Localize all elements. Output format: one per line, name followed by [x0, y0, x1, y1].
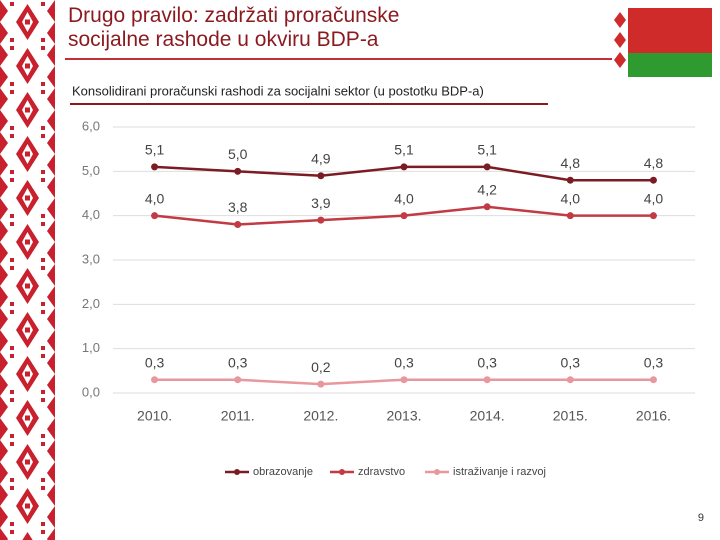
data-label: 0,2 — [311, 359, 331, 375]
data-point — [566, 212, 574, 220]
y-tick-label: 5,0 — [82, 163, 100, 178]
data-point — [566, 176, 574, 184]
data-point — [400, 376, 408, 384]
x-tick-label: 2015. — [553, 408, 588, 424]
data-label: 5,1 — [145, 142, 165, 158]
x-tick-label: 2010. — [137, 408, 172, 424]
data-label: 3,8 — [228, 199, 248, 215]
data-label: 4,0 — [394, 190, 414, 206]
x-tick-label: 2012. — [303, 408, 338, 424]
data-point — [649, 212, 657, 220]
legend-marker — [339, 469, 345, 475]
data-label: 4,0 — [145, 190, 165, 206]
data-label: 4,8 — [644, 155, 664, 171]
ornament-border — [0, 0, 55, 540]
data-point — [483, 203, 491, 211]
data-point — [566, 376, 574, 384]
page-number: 9 — [698, 512, 704, 524]
data-label: 4,9 — [311, 150, 331, 166]
legend-label: zdravstvo — [358, 466, 405, 478]
y-tick-label: 4,0 — [82, 207, 100, 222]
chart-title: Konsolidirani proračunski rashodi za soc… — [72, 83, 484, 98]
data-label: 5,1 — [394, 142, 414, 158]
data-point — [483, 163, 491, 171]
data-point — [400, 212, 408, 220]
data-point — [400, 163, 408, 171]
x-tick-label: 2014. — [470, 408, 505, 424]
data-point — [151, 163, 159, 171]
data-label: 4,8 — [561, 155, 581, 171]
data-point — [234, 221, 242, 229]
y-tick-label: 6,0 — [82, 118, 100, 133]
x-tick-label: 2011. — [221, 408, 255, 424]
data-point — [151, 376, 159, 384]
data-point — [317, 216, 325, 224]
data-label: 4,2 — [477, 182, 497, 198]
flag — [612, 8, 712, 77]
data-point — [483, 376, 491, 384]
slide-title: Drugo pravilo: zadržati proračunske socij… — [68, 4, 400, 51]
data-label: 0,3 — [145, 354, 165, 370]
data-label: 5,1 — [477, 142, 497, 158]
y-tick-label: 0,0 — [82, 384, 100, 399]
y-tick-label: 3,0 — [82, 251, 100, 266]
data-label: 4,0 — [644, 190, 664, 206]
x-tick-label: 2013. — [386, 408, 421, 424]
data-label: 0,3 — [228, 354, 248, 370]
data-label: 0,3 — [394, 354, 414, 370]
data-label: 0,3 — [477, 354, 497, 370]
legend-label: obrazovanje — [253, 466, 313, 478]
legend-marker — [434, 469, 440, 475]
data-point — [151, 212, 159, 220]
x-tick-label: 2016. — [636, 408, 671, 424]
legend-marker — [234, 469, 240, 475]
data-point — [317, 380, 325, 388]
data-label: 4,0 — [561, 190, 581, 206]
data-point — [317, 172, 325, 180]
data-point — [649, 176, 657, 184]
data-point — [234, 376, 242, 384]
data-label: 0,3 — [644, 354, 664, 370]
y-tick-label: 2,0 — [82, 296, 100, 311]
data-label: 3,9 — [311, 195, 331, 211]
legend-label: istraživanje i razvoj — [453, 466, 546, 478]
data-point — [649, 376, 657, 384]
y-tick-label: 1,0 — [82, 340, 100, 355]
data-label: 0,3 — [561, 354, 581, 370]
data-point — [234, 167, 242, 175]
data-label: 5,0 — [228, 146, 248, 162]
